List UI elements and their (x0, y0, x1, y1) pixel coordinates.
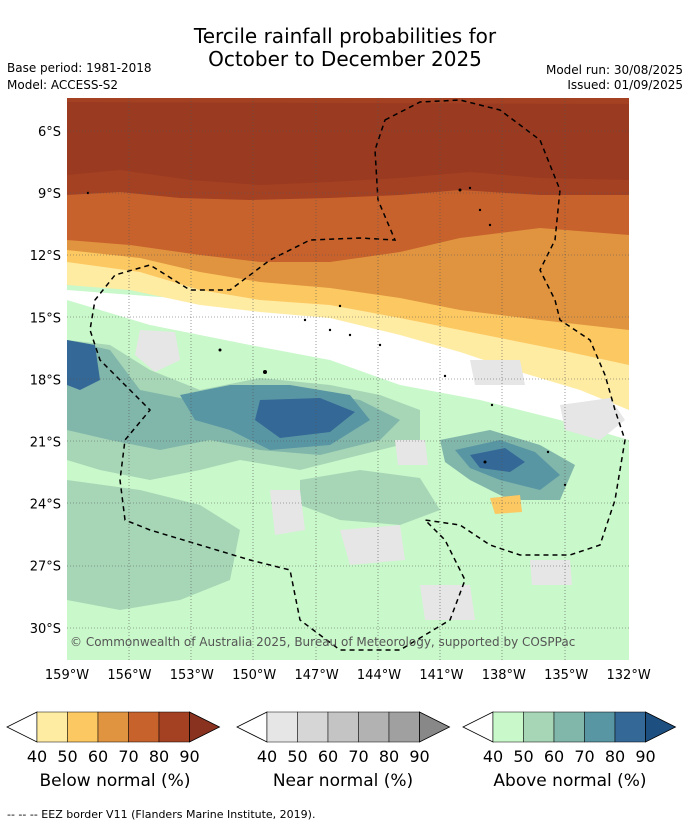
colorbar-tick-label: 60 (544, 747, 564, 766)
colorbar-swatch (523, 711, 555, 743)
colorbar-swatch (388, 711, 420, 743)
copyright-text: © Commonwealth of Australia 2025, Bureau… (70, 635, 575, 649)
lon-tick-label: 147°W (295, 668, 339, 683)
colorbar-tick-label: 70 (348, 747, 368, 766)
field-above-50-sw (67, 480, 240, 610)
gridlines (67, 98, 629, 660)
field-above-50-mid (300, 470, 440, 525)
colorbar-swatch (158, 711, 190, 743)
colorbar-swatch (97, 711, 129, 743)
colorbar-label-above: Above normal (%) (493, 771, 647, 791)
colorbar-1: 40 50 60 70 80 90 (236, 711, 451, 766)
lon-tick-label: 135°W (544, 668, 588, 683)
field-above-80-east (470, 448, 525, 472)
colorbar-tick-label: 70 (574, 747, 594, 766)
field-near-40-f (420, 585, 475, 620)
colorbar-swatch (358, 711, 390, 743)
colorbar-label-near: Near normal (%) (272, 771, 414, 791)
colorbar-swatch (128, 711, 160, 743)
colorbar-swatch (614, 711, 646, 743)
base-period: Base period: 1981-2018 (7, 61, 152, 75)
colorbar-tick-label: 40 (257, 747, 277, 766)
colorbar-tick-label: 40 (483, 747, 503, 766)
model-run: Model run: 30/08/2025 (545, 63, 683, 77)
field-neutral (67, 290, 629, 440)
colorbar-tick-label: 90 (179, 747, 199, 766)
colorbars: 40 50 60 70 80 90 40 50 60 70 80 90 40 50 60 70 80 90 (6, 711, 677, 766)
lon-tick-label: 132°W (607, 668, 651, 683)
lat-tick-label: 6°S (38, 125, 61, 140)
longitude-ticks: 159°W 156°W 153°W 150°W 147°W 144°W 141°W 138°W… (45, 668, 651, 683)
colorbar-tick-label: 80 (605, 747, 625, 766)
field-near-40-b (560, 398, 625, 440)
issued-date: Issued: 01/09/2025 (567, 78, 683, 92)
field-near-40-g (530, 560, 572, 585)
colorbar-label-below: Below normal (%) (39, 771, 191, 791)
field-near-40-d (270, 490, 305, 535)
field-above-80-west (67, 340, 100, 390)
colorbar-tick-label: 50 (287, 747, 307, 766)
title-line-2: October to December 2025 (208, 47, 482, 71)
lat-tick-label: 12°S (30, 249, 61, 264)
colorbar-swatch (266, 711, 298, 743)
field-near-40-a (135, 330, 180, 372)
lat-tick-label: 9°S (38, 187, 61, 202)
title-line-1: Tercile rainfall probabilities for (193, 24, 497, 48)
field-below-50-spot (490, 495, 522, 514)
colorbar-swatch (327, 711, 359, 743)
lat-tick-label: 27°S (30, 560, 61, 575)
forecast-map: © Commonwealth of Australia 2025, Bureau… (30, 98, 651, 683)
colorbar-tick-label: 50 (513, 747, 533, 766)
colorbar-swatch (492, 711, 524, 743)
colorbar-swatch (553, 711, 585, 743)
eez-border (89, 99, 626, 651)
lat-tick-label: 15°S (30, 311, 61, 326)
field-near-40-e (340, 525, 405, 565)
field-near-40-h (470, 360, 525, 385)
colorbar-extend-high (189, 711, 221, 743)
colorbar-2: 40 50 60 70 80 90 (462, 711, 677, 766)
colorbar-swatch (584, 711, 616, 743)
lon-tick-label: 156°W (107, 668, 151, 683)
lon-tick-label: 159°W (45, 668, 89, 683)
field-near-40-c (395, 440, 428, 465)
colorbar-extend-high (645, 711, 677, 743)
field-above-80 (255, 398, 355, 438)
lon-tick-label: 138°W (482, 668, 526, 683)
lon-tick-label: 141°W (419, 668, 463, 683)
colorbar-tick-label: 90 (409, 747, 429, 766)
colorbar-extend-low (462, 711, 494, 743)
colorbar-swatch (67, 711, 99, 743)
colorbar-tick-label: 80 (379, 747, 399, 766)
colorbar-swatch (36, 711, 68, 743)
colorbar-tick-label: 90 (635, 747, 655, 766)
colorbar-tick-label: 40 (27, 747, 47, 766)
colorbar-extend-high (419, 711, 451, 743)
probability-field (67, 98, 629, 660)
lon-tick-label: 150°W (232, 668, 276, 683)
lat-tick-label: 21°S (30, 436, 61, 451)
colorbar-extend-low (6, 711, 38, 743)
lat-tick-label: 30°S (30, 622, 61, 637)
field-below-90 (67, 102, 629, 185)
colorbar-tick-label: 60 (88, 747, 108, 766)
colorbar-tick-label: 50 (57, 747, 77, 766)
lon-tick-label: 144°W (357, 668, 401, 683)
colorbar-extend-low (236, 711, 268, 743)
lat-tick-label: 18°S (30, 373, 61, 388)
colorbar-tick-label: 60 (318, 747, 338, 766)
colorbar-tick-label: 80 (149, 747, 169, 766)
model-name: Model: ACCESS-S2 (7, 78, 119, 92)
colorbar-tick-label: 70 (118, 747, 138, 766)
colorbar-swatch (297, 711, 329, 743)
colorbar-0: 40 50 60 70 80 90 (6, 711, 221, 766)
lat-tick-label: 24°S (30, 498, 61, 513)
latitude-ticks: 6°S 9°S 12°S 15°S 18°S 21°S 24°S 27°S 30°S (30, 125, 61, 637)
lon-tick-label: 153°W (170, 668, 214, 683)
eez-footnote: -- -- -- EEZ border V11 (Flanders Marine… (7, 808, 316, 821)
